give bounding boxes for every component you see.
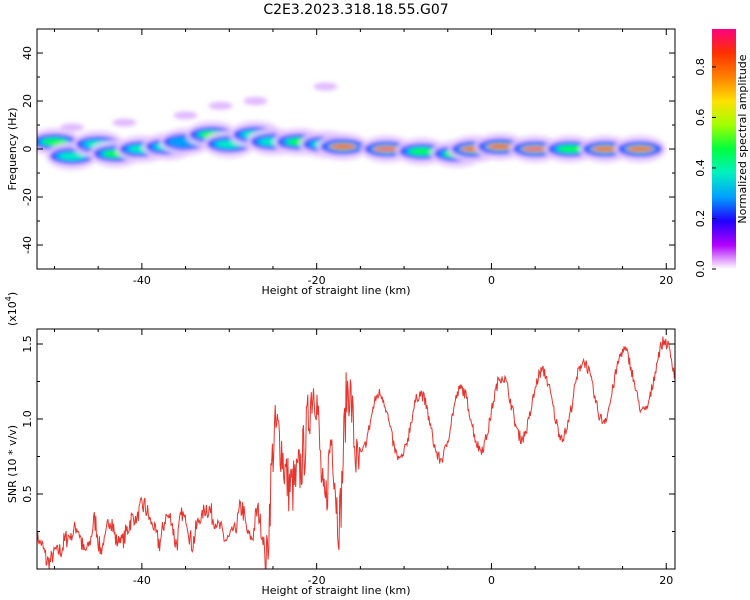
colorbar-tick-label: 0.0 [694, 260, 707, 278]
blob-inner [557, 145, 584, 153]
blob-peak [376, 147, 397, 151]
x-tick-label: 0 [488, 574, 495, 587]
colorbar-tick-label: 0.2 [694, 210, 707, 228]
blob-peak [630, 147, 651, 151]
y-tick-label: -20 [21, 188, 34, 206]
blob-inner [408, 147, 435, 155]
y-tick-label: 1.0 [21, 410, 34, 428]
blob-peak [490, 144, 511, 149]
y-axis-title: SNR (10 * v/v) [6, 425, 19, 503]
colorbar-tick-label: 0.8 [694, 58, 707, 76]
blob-inner [58, 152, 85, 160]
y-axis-title: Frequency (Hz) [6, 108, 19, 191]
colorbar-tick-label: 0.4 [694, 159, 707, 177]
spectrogram-panel: -40 -20 0 20 40 20 0 -20 -40 Height of straight l… [6, 28, 676, 297]
x-tick-label: 0 [488, 274, 495, 287]
y-tick-label: 20 [21, 94, 34, 108]
y-multiplier-label: (x104) [4, 292, 19, 326]
colorbar-gradient [712, 29, 736, 269]
x-tick-label: 20 [659, 574, 673, 587]
colorbar: 0.0 0.2 0.4 0.6 0.8 Normalized spectral ampli… [694, 29, 749, 278]
y-tick-label: 0 [21, 146, 34, 153]
colorbar-label: Normalized spectral amplitude [736, 54, 749, 223]
x-axis-title: Height of straight line (km) [261, 584, 410, 597]
x-tick-label: -20 [308, 274, 326, 287]
blob-peak [525, 147, 546, 151]
x-tick-label: -40 [133, 574, 151, 587]
y-tick-label: 1.5 [21, 335, 34, 353]
y-tick-label: 0.5 [21, 485, 34, 503]
figure-title: C2E3.2023.318.18.55.G07 [263, 2, 449, 18]
y-tick-label: -40 [21, 236, 34, 254]
x-tick-label: -40 [133, 274, 151, 287]
snr-panel: -40 -20 0 20 0.5 1.0 1.5 Height of straight lin… [4, 292, 676, 597]
x-tick-label: 20 [659, 274, 673, 287]
colorbar-tick-label: 0.6 [694, 109, 707, 127]
faint-blob [313, 82, 338, 91]
blob-peak [595, 147, 616, 151]
y-tick-label: 40 [21, 46, 34, 60]
blob-peak [332, 144, 353, 149]
snr-series-line [37, 336, 675, 569]
snr-frame [36, 328, 676, 570]
faint-blob [243, 97, 268, 105]
faint-blob [173, 111, 198, 120]
faint-blob [208, 101, 233, 110]
x-axis-title: Height of straight line (km) [261, 284, 410, 297]
spectrogram-blobs [37, 82, 667, 171]
faint-blob [112, 118, 137, 127]
x-tick-label: -20 [308, 574, 326, 587]
